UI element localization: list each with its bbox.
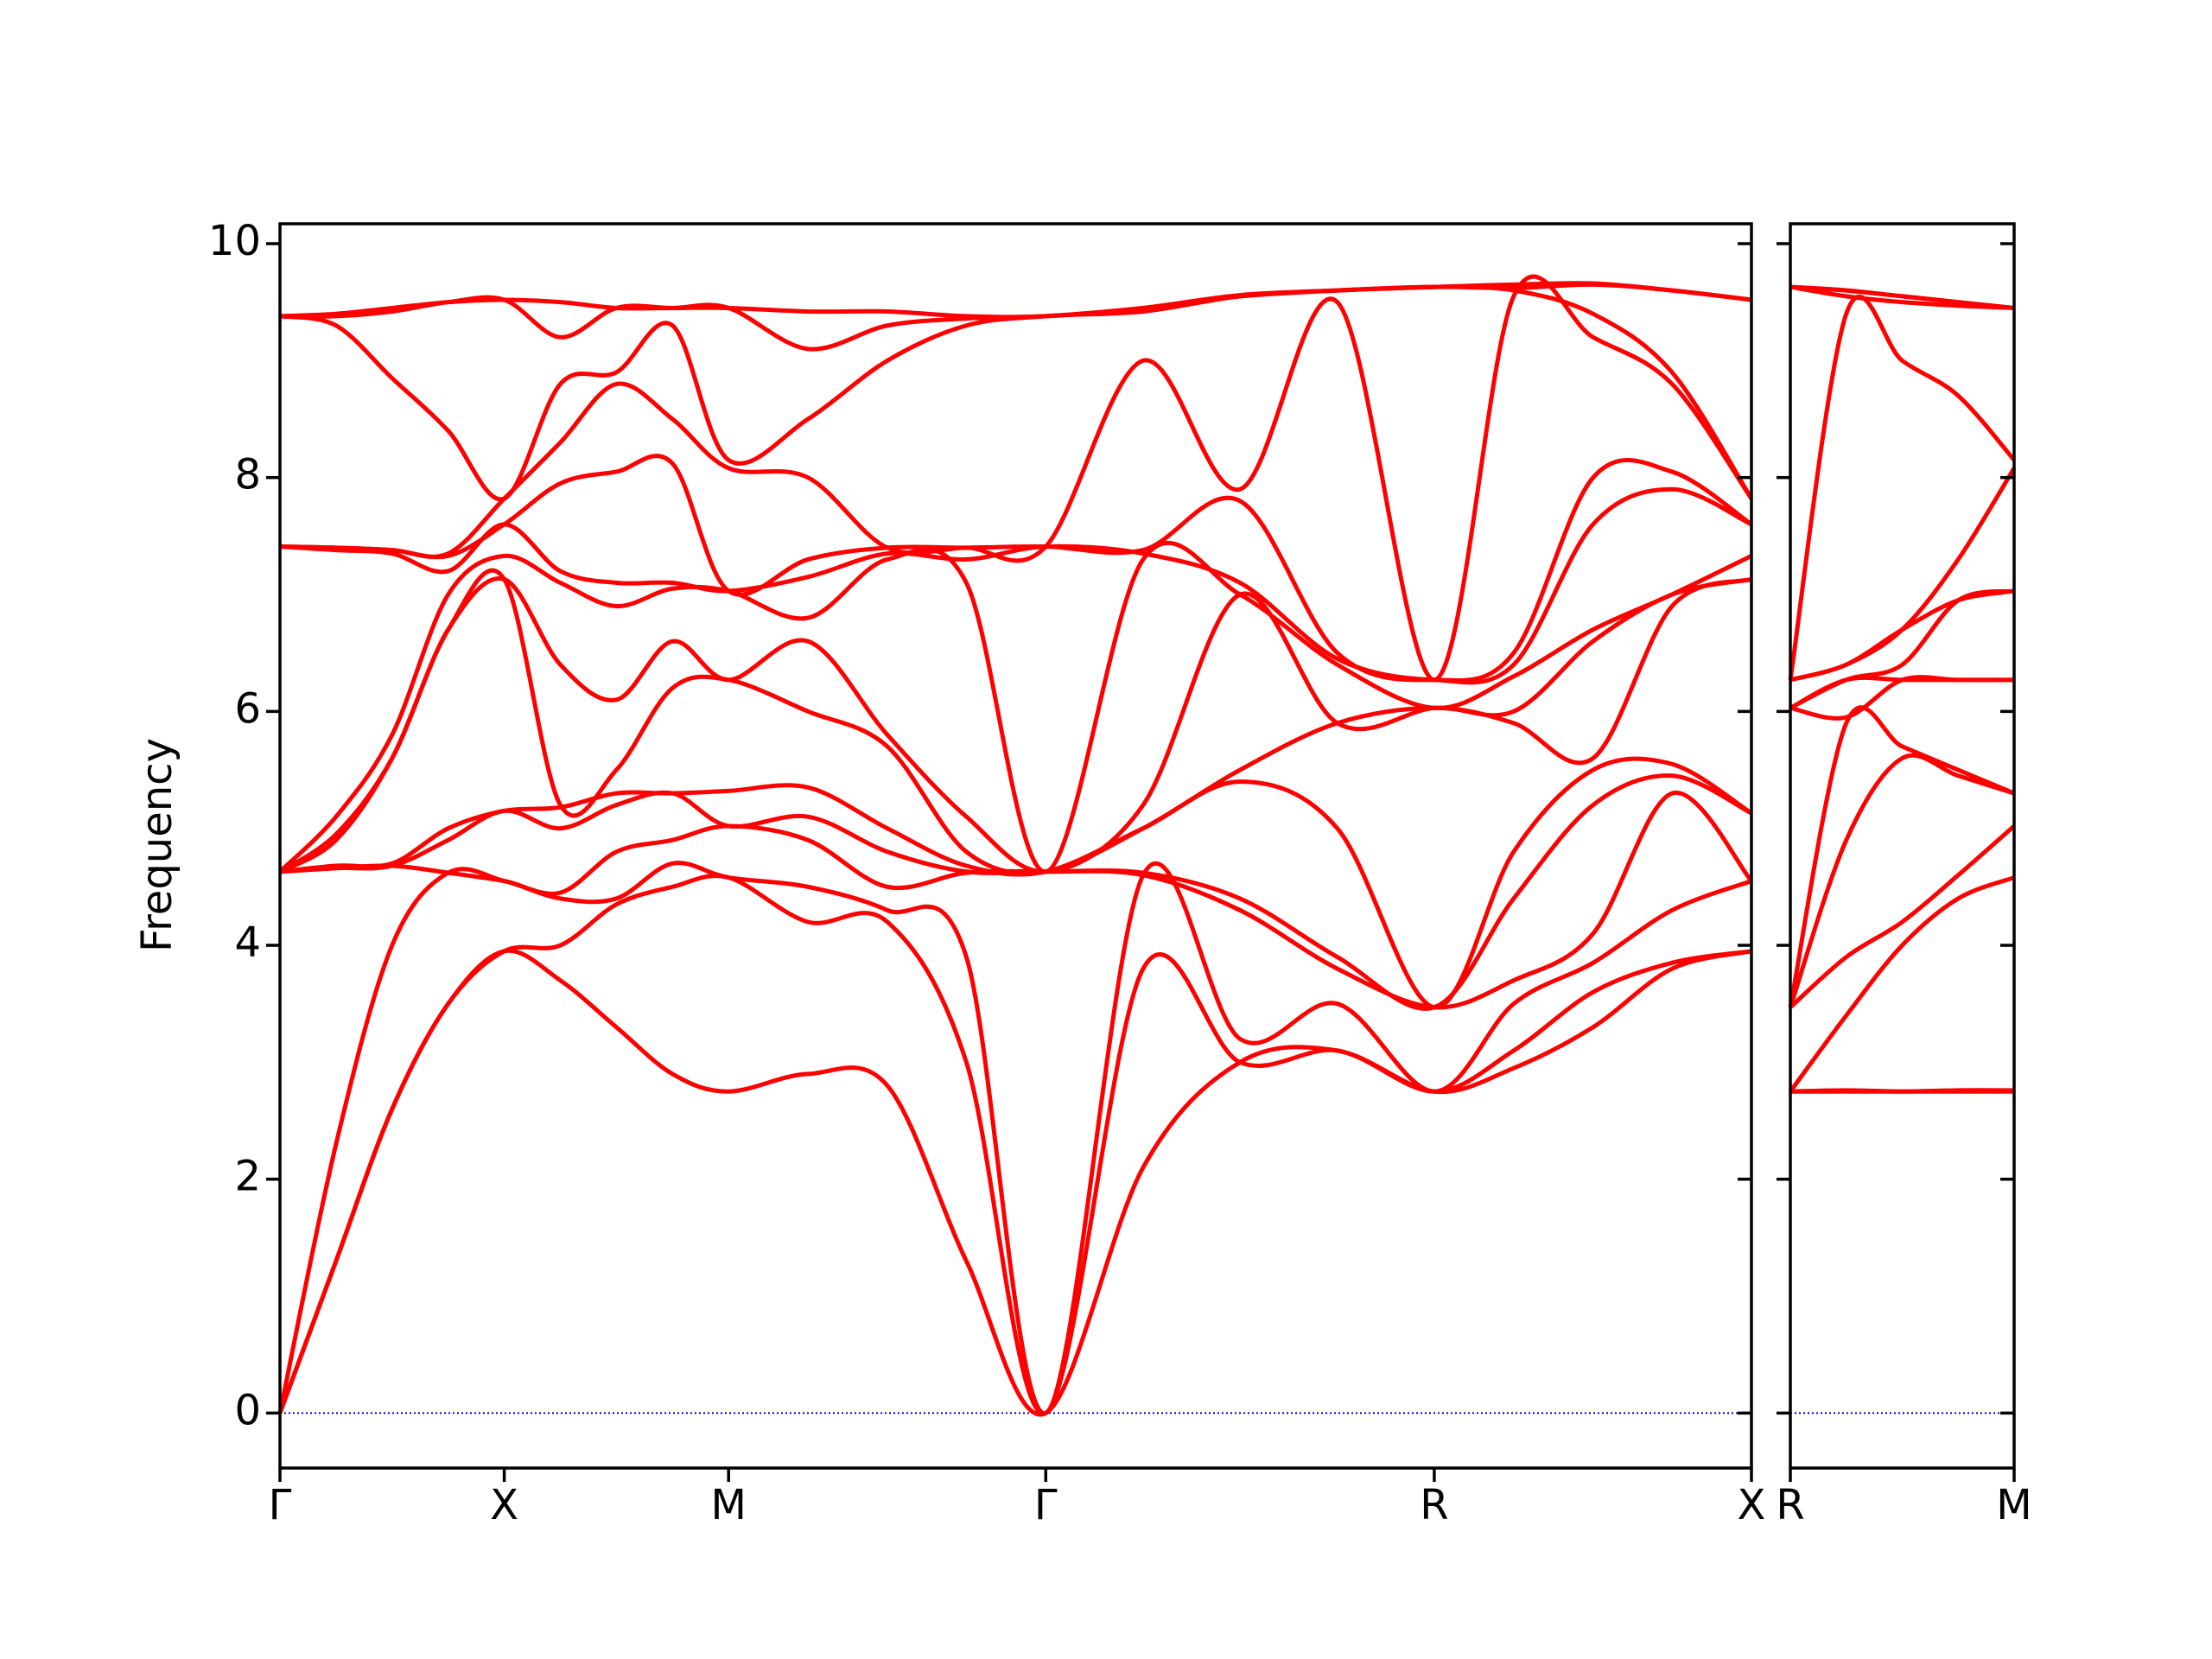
band-line: [1788, 875, 2015, 1093]
y-tick-label: 10: [208, 217, 261, 265]
band-line: [1789, 1088, 2015, 1094]
band-line: [279, 454, 1753, 683]
x-tick-label: R: [1420, 1481, 1448, 1529]
band-line: [278, 568, 1752, 875]
band-line: [1789, 824, 2016, 1009]
y-tick-label: 2: [234, 1153, 261, 1201]
band-line: [279, 756, 1753, 1010]
x-tick-label: Γ: [1034, 1481, 1058, 1529]
band-line: [1789, 588, 2015, 710]
x-tick-label: Γ: [269, 1481, 292, 1529]
y-tick-label: 6: [234, 684, 261, 733]
plot-frame: [1789, 222, 2016, 1470]
band-line: [279, 282, 1752, 352]
y-tick-label: 4: [234, 918, 261, 967]
band-line: [1789, 675, 2014, 721]
band-line: [279, 486, 1753, 685]
plot-frame: [278, 222, 1753, 1470]
x-tick-label: M: [1996, 1481, 2031, 1529]
y-axis-label: Frequency: [133, 738, 181, 952]
band-line: [1788, 705, 2015, 1008]
band-line: [1788, 294, 2016, 681]
band-line: [277, 874, 1752, 1416]
band-line: [1789, 284, 2015, 310]
x-tick-label: X: [490, 1481, 518, 1529]
x-tick-label: X: [1738, 1481, 1766, 1529]
band-line: [1789, 675, 2014, 710]
band-line: [279, 281, 1752, 320]
band-line: [278, 576, 1752, 874]
band-line: [279, 274, 1754, 683]
band-line: [1789, 467, 2017, 683]
y-tick-label: 8: [234, 451, 261, 499]
band-line: [278, 541, 1753, 874]
band-line: [1788, 753, 2015, 1008]
x-tick-label: M: [710, 1481, 746, 1529]
band-line: [1789, 284, 2015, 310]
y-tick-label: 0: [234, 1386, 261, 1434]
x-tick-label: R: [1776, 1481, 1804, 1529]
